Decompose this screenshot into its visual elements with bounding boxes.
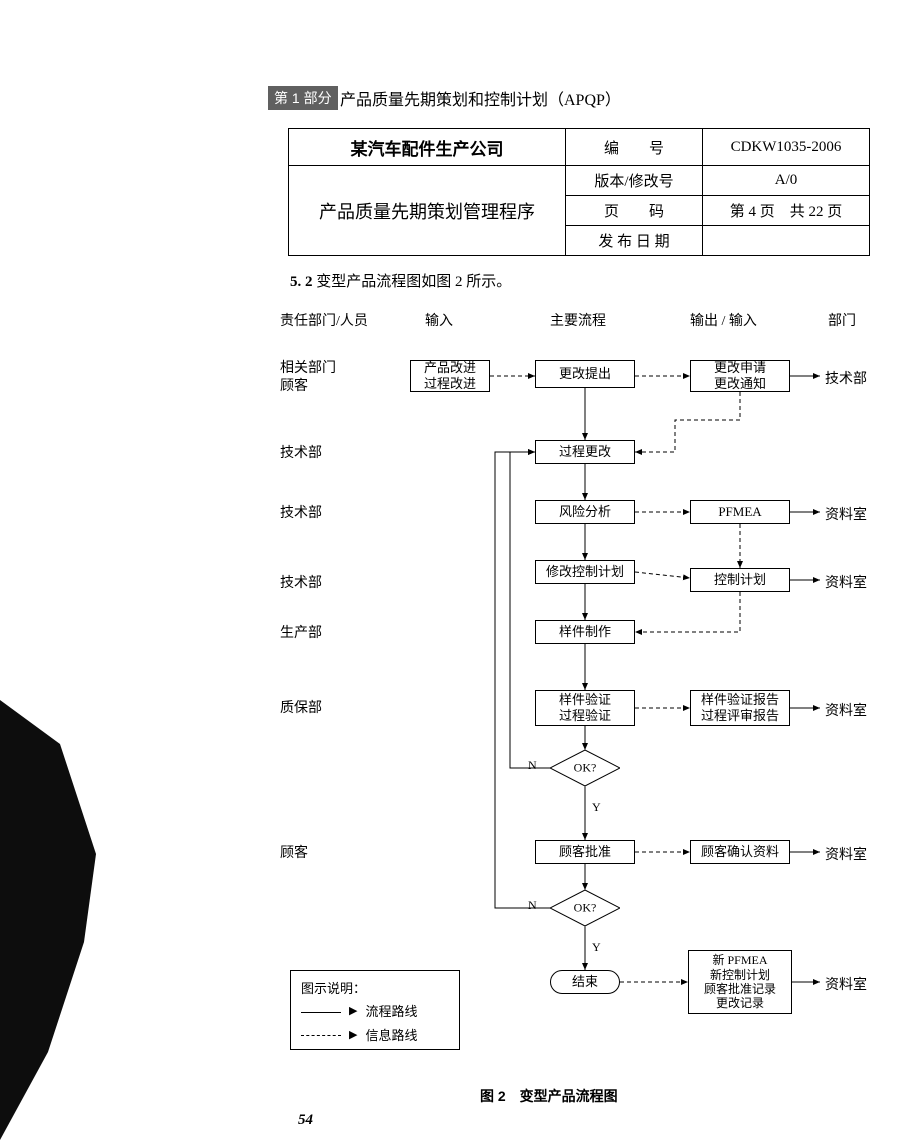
terminator-end: 结束 <box>550 970 620 994</box>
decision-ok2-label: OK? <box>574 901 597 916</box>
legend: 图示说明： ▶ 流程路线 ▶ 信息路线 <box>290 970 460 1050</box>
proc-change-request: 更改提出 <box>535 360 635 388</box>
legend-info-row: ▶ 信息路线 <box>301 1024 449 1047</box>
section-title: 产品质量先期策划和控制计划（APQP） <box>340 86 621 110</box>
doc-value-1: A/0 <box>703 166 870 196</box>
outdept-6: 资料室 <box>825 700 867 720</box>
proc-risk-analysis: 风险分析 <box>535 500 635 524</box>
doc-info-table: 某汽车配件生产公司 编 号 CDKW1035-2006 产品质量先期策划管理程序… <box>288 128 870 256</box>
out-change-apply: 更改申请 更改通知 <box>690 360 790 392</box>
out-sample-report: 样件验证报告 过程评审报告 <box>690 690 790 726</box>
ok2-y: Y <box>592 940 601 955</box>
out-final-records: 新 PFMEA 新控制计划 顾客批准记录 更改记录 <box>688 950 792 1014</box>
scan-artifact <box>0 700 120 1140</box>
doc-value-3 <box>703 226 870 256</box>
dept-1: 相关部门 顾客 <box>280 360 336 396</box>
legend-solid-line-icon <box>301 1012 341 1013</box>
ok2-n: N <box>528 898 537 913</box>
program-cell: 产品质量先期策划管理程序 <box>289 166 566 256</box>
decision-ok1: OK? <box>550 750 620 786</box>
doc-label-3: 发 布 日 期 <box>566 226 703 256</box>
doc-label-0: 编 号 <box>566 129 703 166</box>
proc-modify-control-plan: 修改控制计划 <box>535 560 635 584</box>
proc-sample-make: 样件制作 <box>535 620 635 644</box>
col-dept-person: 责任部门/人员 <box>280 310 368 330</box>
dept-4: 技术部 <box>280 575 322 593</box>
figure-caption: 图 2 变型产品流程图 <box>480 1086 618 1106</box>
flowchart: 责任部门/人员 输入 主要流程 输出 / 输入 部门 <box>280 310 880 1070</box>
legend-flow-row: ▶ 流程路线 <box>301 1000 449 1023</box>
subheading: 5. 2 变型产品流程图如图 2 所示。 <box>290 270 511 291</box>
outdept-3: 资料室 <box>825 504 867 524</box>
dept-6: 质保部 <box>280 700 322 718</box>
page: 第 1 部分 产品质量先期策划和控制计划（APQP） 某汽车配件生产公司 编 号… <box>0 0 920 1146</box>
section-tag: 第 1 部分 <box>268 86 338 110</box>
out-control-plan: 控制计划 <box>690 568 790 592</box>
out-customer-confirm: 顾客确认资料 <box>690 840 790 864</box>
col-main: 主要流程 <box>550 310 606 330</box>
decision-ok1-label: OK? <box>574 761 597 776</box>
dept-3: 技术部 <box>280 505 322 523</box>
legend-title: 图示说明： <box>301 977 449 1000</box>
dept-7: 顾客 <box>280 845 308 863</box>
outdept-7: 资料室 <box>825 844 867 864</box>
company-cell: 某汽车配件生产公司 <box>289 129 566 166</box>
legend-dashed-line-icon <box>301 1035 341 1036</box>
ok1-y: Y <box>592 800 601 815</box>
doc-value-2: 第 4 页 共 22 页 <box>703 196 870 226</box>
page-number: 54 <box>298 1112 313 1129</box>
subheading-text: 变型产品流程图如图 2 所示。 <box>316 274 511 290</box>
subheading-num: 5. 2 <box>290 274 313 290</box>
outdept-8: 资料室 <box>825 974 867 994</box>
legend-info-label: 信息路线 <box>365 1024 417 1047</box>
doc-label-2: 页 码 <box>566 196 703 226</box>
input-box: 产品改进 过程改进 <box>410 360 490 392</box>
dept-5: 生产部 <box>280 625 322 643</box>
ok1-n: N <box>528 758 537 773</box>
proc-customer-approval: 顾客批准 <box>535 840 635 864</box>
dept-2: 技术部 <box>280 445 322 463</box>
col-input: 输入 <box>425 310 453 330</box>
outdept-1: 技术部 <box>825 368 867 388</box>
outdept-4: 资料室 <box>825 572 867 592</box>
legend-flow-label: 流程路线 <box>365 1000 417 1023</box>
out-pfmea: PFMEA <box>690 500 790 524</box>
proc-process-change: 过程更改 <box>535 440 635 464</box>
col-dept: 部门 <box>828 310 856 330</box>
doc-label-1: 版本/修改号 <box>566 166 703 196</box>
col-output: 输出 / 输入 <box>690 310 757 330</box>
decision-ok2: OK? <box>550 890 620 926</box>
doc-value-0: CDKW1035-2006 <box>703 129 870 166</box>
proc-sample-verify: 样件验证 过程验证 <box>535 690 635 726</box>
